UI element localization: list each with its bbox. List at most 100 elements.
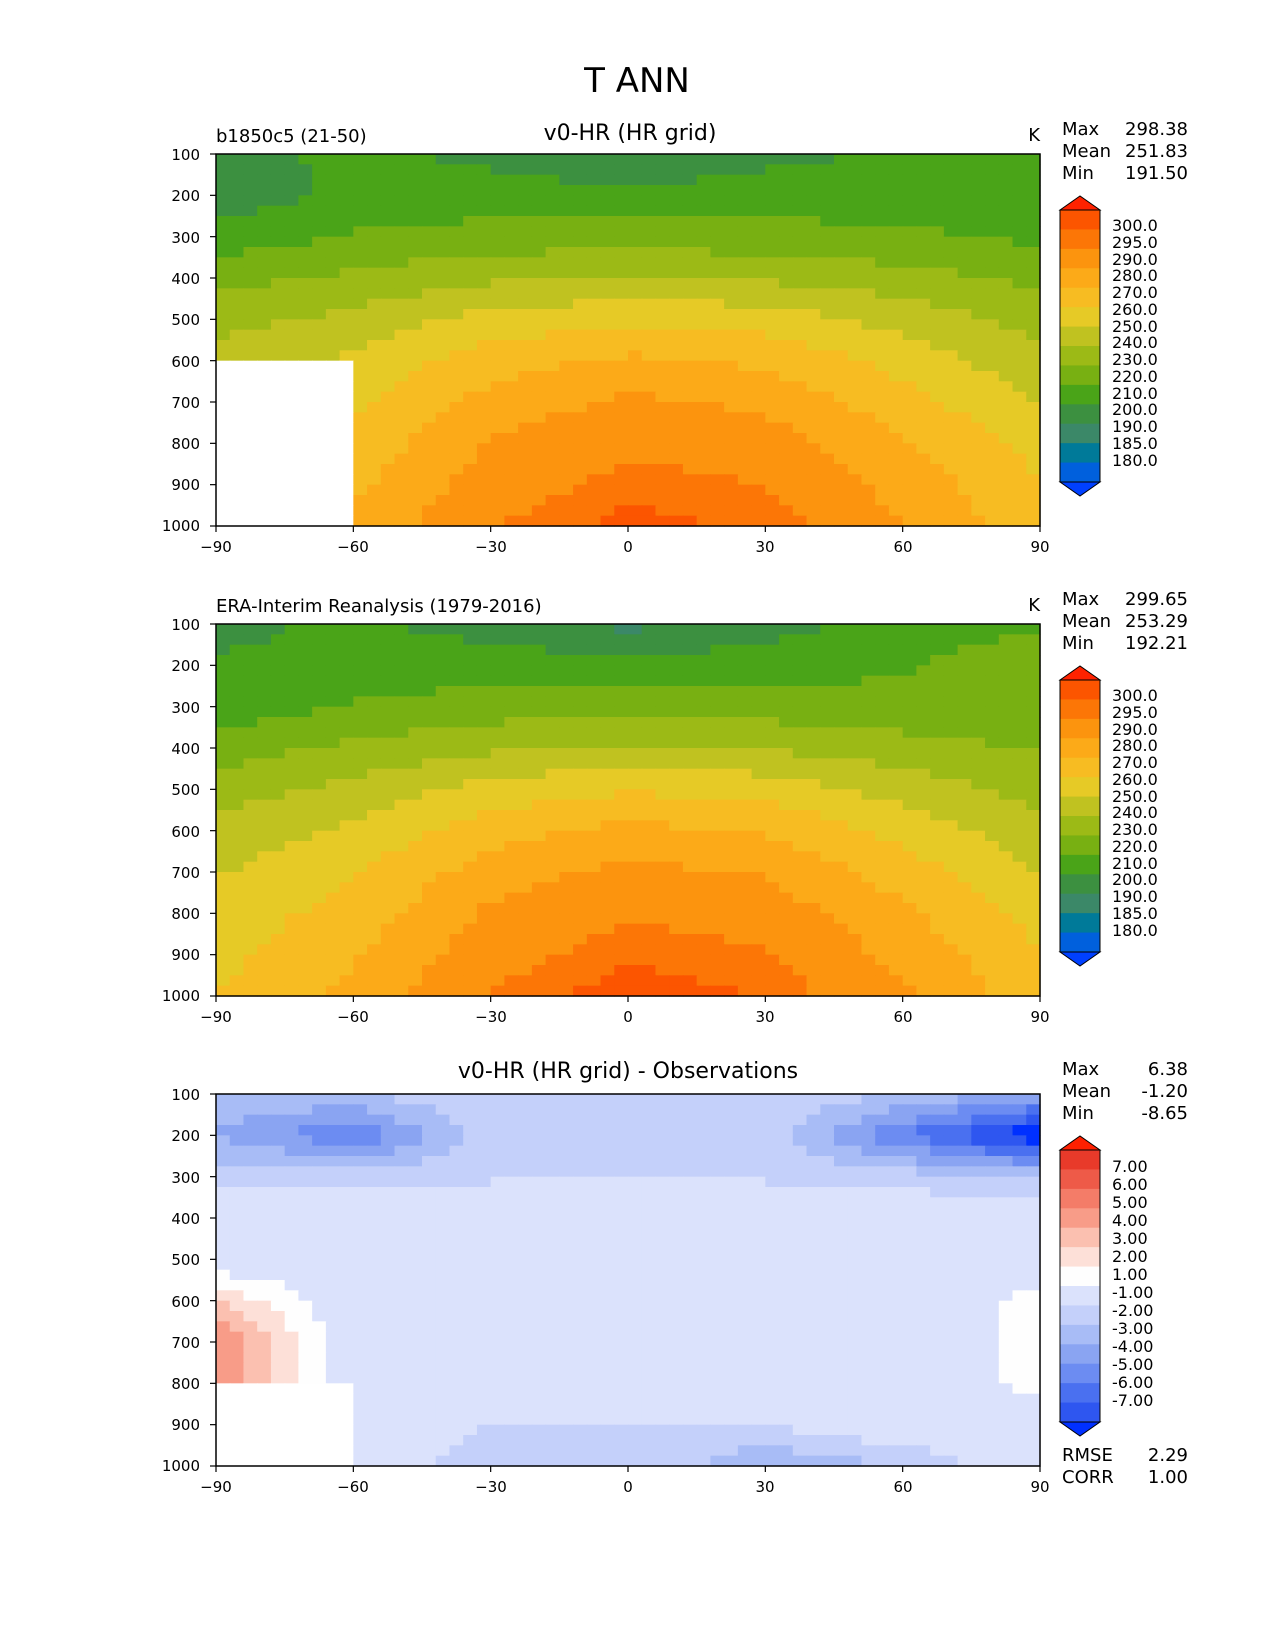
heatmap-cell <box>284 944 299 956</box>
heatmap-cell <box>930 913 945 925</box>
heatmap-cell <box>367 174 382 186</box>
heatmap-cell <box>888 675 904 687</box>
heatmap-cell <box>476 820 492 832</box>
heatmap-cell <box>463 903 478 914</box>
heatmap-cell <box>270 433 286 444</box>
heatmap-cell <box>888 748 904 759</box>
heatmap-cell <box>573 954 588 966</box>
heatmap-cell <box>394 319 409 331</box>
heatmap-cell <box>779 464 794 475</box>
heatmap-cell <box>943 515 959 527</box>
colorbar-tick-label: 190.0 <box>1112 887 1158 906</box>
heatmap-cell <box>257 267 272 279</box>
heatmap-cell <box>875 505 890 517</box>
colorbar-segment <box>1060 757 1100 778</box>
heatmap-cell <box>435 474 451 486</box>
heatmap-cell <box>367 644 382 656</box>
heatmap-cell <box>902 453 917 465</box>
heatmap-cell <box>518 717 533 728</box>
heatmap-cell <box>834 634 849 646</box>
heatmap-cell <box>216 758 231 770</box>
heatmap-cell <box>1012 903 1027 914</box>
heatmap-cell <box>971 298 986 310</box>
heatmap-cell <box>737 985 753 997</box>
heatmap-cell <box>861 706 876 718</box>
heatmap-cell <box>270 624 286 635</box>
heatmap-cell <box>998 923 1014 935</box>
heatmap-cell <box>229 965 245 976</box>
heatmap-cell <box>216 164 231 176</box>
heatmap-cell <box>737 288 753 300</box>
heatmap-cell <box>820 820 835 832</box>
heatmap-cell <box>422 779 437 790</box>
heatmap-cell <box>628 1145 643 1157</box>
heatmap-cell <box>422 727 437 739</box>
heatmap-cell <box>806 216 821 227</box>
heatmap-cell <box>930 841 945 852</box>
heatmap-cell <box>325 164 341 176</box>
heatmap-cell <box>820 464 835 475</box>
heatmap-cell <box>518 655 533 666</box>
heatmap-cell <box>641 350 657 362</box>
heatmap-cell <box>957 779 972 790</box>
heatmap-cell <box>792 758 808 770</box>
heatmap-cell <box>312 505 327 517</box>
heatmap-cell <box>751 717 766 728</box>
heatmap-cell <box>312 464 327 475</box>
heatmap-cell <box>586 443 602 455</box>
heatmap-cell <box>257 975 272 987</box>
heatmap-cell <box>1012 665 1027 677</box>
heatmap-cell <box>380 309 396 320</box>
heatmap-cell <box>861 195 876 207</box>
heatmap-cell <box>765 278 780 289</box>
heatmap-cell <box>270 965 286 976</box>
heatmap-cell <box>847 923 863 935</box>
heatmap-cell <box>243 841 258 852</box>
heatmap-cell <box>1012 515 1027 527</box>
heatmap-cell <box>765 644 780 656</box>
heatmap-cell <box>655 319 670 331</box>
heatmap-cell <box>751 872 766 883</box>
heatmap-cell <box>504 841 519 852</box>
heatmap-cell <box>682 1094 698 1105</box>
heatmap-cell <box>257 484 272 496</box>
heatmap-cell <box>339 954 354 966</box>
heatmap-cell <box>902 810 917 821</box>
heatmap-cell <box>765 675 780 687</box>
heatmap-cell <box>1026 965 1041 976</box>
heatmap-area <box>216 154 1041 527</box>
heatmap-cell <box>765 309 780 320</box>
heatmap-cell <box>298 309 313 320</box>
heatmap-cell <box>847 624 863 635</box>
heatmap-cell <box>614 851 629 863</box>
heatmap-cell <box>449 402 464 413</box>
heatmap-cell <box>380 484 396 496</box>
heatmap-cell <box>902 892 917 904</box>
heatmap-cell <box>559 216 574 227</box>
heatmap-cell <box>641 247 657 258</box>
heatmap-cell <box>655 1156 670 1167</box>
heatmap-cell <box>559 830 574 842</box>
heatmap-cell <box>834 1114 849 1126</box>
heatmap-cell <box>463 443 478 455</box>
heatmap-cell <box>298 1135 313 1147</box>
heatmap-cell <box>504 644 519 656</box>
heatmap-cell <box>325 892 341 904</box>
heatmap-cell <box>422 675 437 687</box>
heatmap-cell <box>710 505 725 517</box>
heatmap-cell <box>243 340 258 351</box>
heatmap-cell <box>312 706 327 718</box>
heatmap-cell <box>641 624 657 635</box>
heatmap-cell <box>765 360 780 372</box>
heatmap-cell <box>586 257 602 269</box>
heatmap-cell <box>888 1166 904 1178</box>
heatmap-cell <box>476 288 492 300</box>
heatmap-cell <box>1026 841 1041 852</box>
heatmap-cell <box>380 154 396 165</box>
heatmap-cell <box>696 174 711 186</box>
heatmap-cell <box>243 686 258 697</box>
heatmap-cell <box>518 624 533 635</box>
heatmap-cell <box>875 443 890 455</box>
heatmap-cell <box>422 717 437 728</box>
heatmap-cell <box>408 872 423 883</box>
